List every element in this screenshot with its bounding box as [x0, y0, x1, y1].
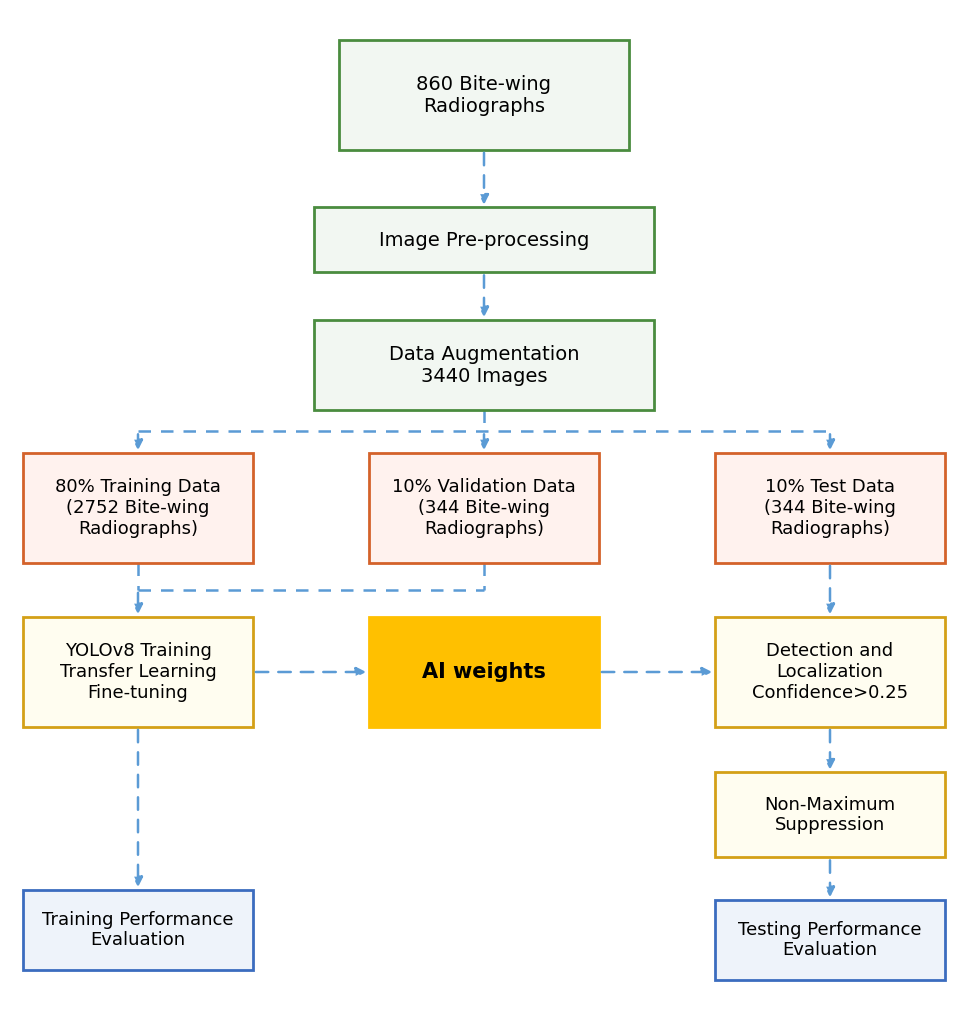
FancyBboxPatch shape	[23, 453, 253, 563]
FancyBboxPatch shape	[339, 40, 629, 150]
FancyBboxPatch shape	[715, 453, 945, 563]
Text: Detection and
Localization
Confidence>0.25: Detection and Localization Confidence>0.…	[752, 642, 908, 702]
FancyBboxPatch shape	[715, 617, 945, 727]
Text: AI weights: AI weights	[422, 662, 546, 682]
FancyBboxPatch shape	[314, 207, 654, 273]
Text: YOLOv8 Training
Transfer Learning
Fine-tuning: YOLOv8 Training Transfer Learning Fine-t…	[60, 642, 217, 702]
FancyBboxPatch shape	[369, 617, 599, 727]
FancyBboxPatch shape	[23, 617, 253, 727]
FancyBboxPatch shape	[715, 900, 945, 980]
Text: Data Augmentation
3440 Images: Data Augmentation 3440 Images	[389, 344, 579, 385]
Text: Training Performance
Evaluation: Training Performance Evaluation	[43, 911, 233, 949]
Text: 860 Bite-wing
Radiographs: 860 Bite-wing Radiographs	[416, 75, 552, 115]
Text: 80% Training Data
(2752 Bite-wing
Radiographs): 80% Training Data (2752 Bite-wing Radiog…	[55, 478, 221, 538]
FancyBboxPatch shape	[314, 320, 654, 410]
FancyBboxPatch shape	[369, 453, 599, 563]
Text: Testing Performance
Evaluation: Testing Performance Evaluation	[739, 921, 922, 960]
Text: Non-Maximum
Suppression: Non-Maximum Suppression	[765, 795, 895, 834]
Text: 10% Validation Data
(344 Bite-wing
Radiographs): 10% Validation Data (344 Bite-wing Radio…	[392, 478, 576, 538]
FancyBboxPatch shape	[23, 890, 253, 970]
Text: 10% Test Data
(344 Bite-wing
Radiographs): 10% Test Data (344 Bite-wing Radiographs…	[764, 478, 896, 538]
FancyBboxPatch shape	[715, 773, 945, 857]
Text: Image Pre-processing: Image Pre-processing	[378, 231, 590, 249]
